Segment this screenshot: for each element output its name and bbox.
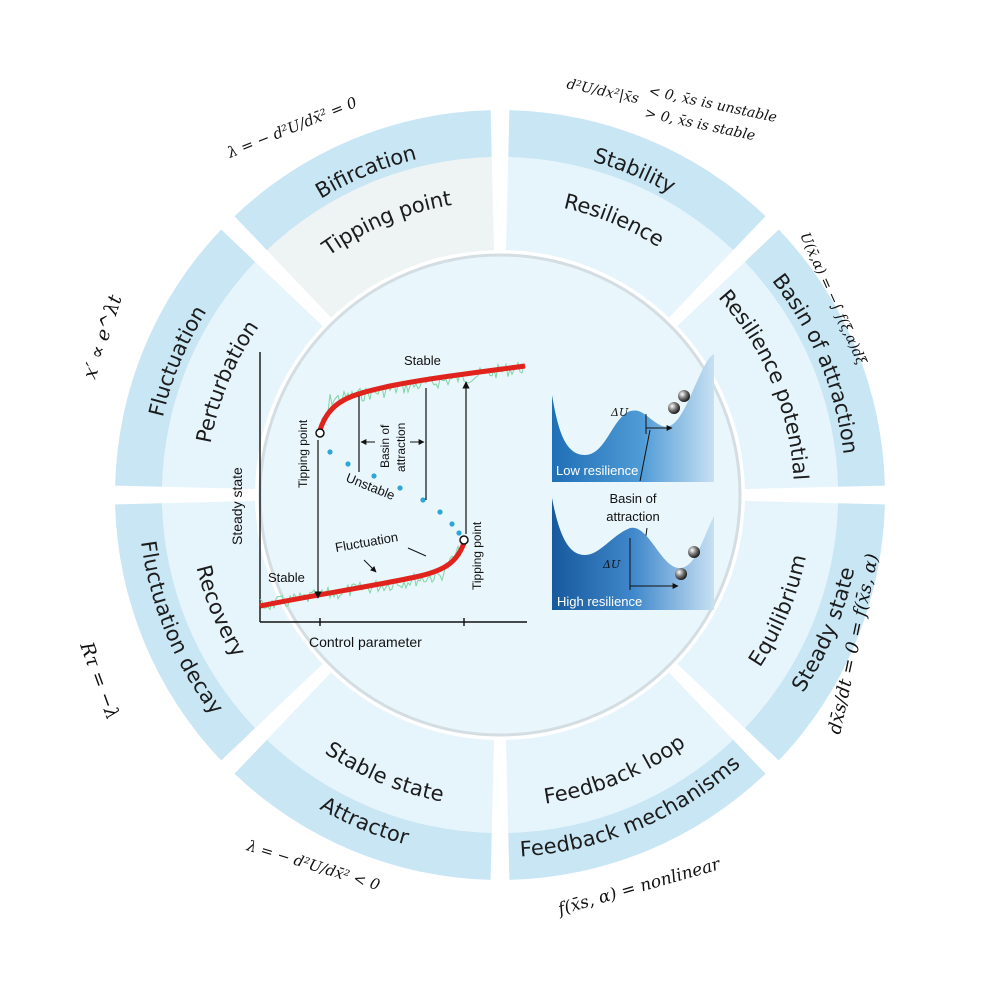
outer-segment xyxy=(744,229,885,487)
outer-segment xyxy=(115,229,256,487)
unstable-branch xyxy=(327,449,462,536)
fluctuation-noise xyxy=(259,538,465,611)
tipping-left-label: Tipping point xyxy=(296,419,310,488)
low-resilience-panel: ΔU Low resilience xyxy=(552,354,714,482)
high-well-shape xyxy=(552,498,714,610)
stable-lower-branch xyxy=(259,539,468,609)
tipping-point-marker-right xyxy=(459,535,469,545)
y-axis-label: Steady state xyxy=(229,467,245,545)
inner-segment xyxy=(162,500,323,729)
low-ball-2 xyxy=(678,390,690,402)
unstable-dot xyxy=(371,473,377,479)
stable-upper-label: Stable xyxy=(404,353,441,368)
fluctuation-leader xyxy=(407,547,427,557)
outer-segment xyxy=(508,739,766,880)
inner-segment xyxy=(162,261,323,490)
low-ball-1 xyxy=(668,402,680,414)
stable-upper-branch xyxy=(317,363,526,431)
low-well-shape xyxy=(552,354,714,482)
unstable-dot xyxy=(397,485,403,491)
outer-segment xyxy=(234,739,492,880)
inner-segment xyxy=(505,672,734,833)
basin-label-2: attraction xyxy=(606,509,659,524)
high-ball-1 xyxy=(675,568,687,580)
fluctuation-decay-equation: Rτ = −λ xyxy=(75,638,124,722)
unstable-dot xyxy=(345,461,351,467)
outer-segment xyxy=(508,110,766,251)
tipping-point-marker-left xyxy=(315,428,325,438)
inner-segment xyxy=(266,672,495,833)
basin-label-line1: Basin of xyxy=(378,424,392,468)
basin-label-line2: attraction xyxy=(394,423,408,472)
fluctuation-equation: x′ ∝ e^λt xyxy=(79,292,127,382)
x-axis-label: Control parameter xyxy=(309,634,422,650)
fluctuation-arrow xyxy=(363,559,377,573)
unstable-dot xyxy=(456,530,462,536)
low-delta-u: ΔU xyxy=(610,406,629,419)
high-delta-u: ΔU xyxy=(602,558,621,571)
high-ball-2 xyxy=(688,546,700,558)
center-disc xyxy=(258,253,742,737)
outer-segment xyxy=(234,110,492,251)
unstable-dot xyxy=(420,497,426,503)
high-resilience-panel: ΔU High resilience xyxy=(552,498,714,610)
stability-equation-lhs: d²U/dx²|x̄s xyxy=(565,76,640,107)
concept-ring xyxy=(115,110,885,880)
basin-label-1: Basin of xyxy=(610,491,657,506)
outer-segment xyxy=(744,503,885,761)
inner-segment xyxy=(677,261,838,490)
tipping-right-label: Tipping point xyxy=(470,521,484,590)
basin-leader-up xyxy=(639,429,651,482)
unstable-dot xyxy=(327,449,333,455)
inner-segment xyxy=(505,157,734,318)
inner-segment xyxy=(266,157,495,318)
inner-segment xyxy=(677,500,838,729)
high-resilience-label: High resilience xyxy=(557,594,642,609)
stable-lower-label: Stable xyxy=(268,570,305,585)
low-resilience-label: Low resilience xyxy=(556,463,638,478)
unstable-dot xyxy=(449,521,455,527)
unstable-dot xyxy=(437,509,443,515)
potential-panels: ΔU Low resilience Basin of attraction ΔU… xyxy=(552,354,714,610)
outer-segment xyxy=(115,503,256,761)
